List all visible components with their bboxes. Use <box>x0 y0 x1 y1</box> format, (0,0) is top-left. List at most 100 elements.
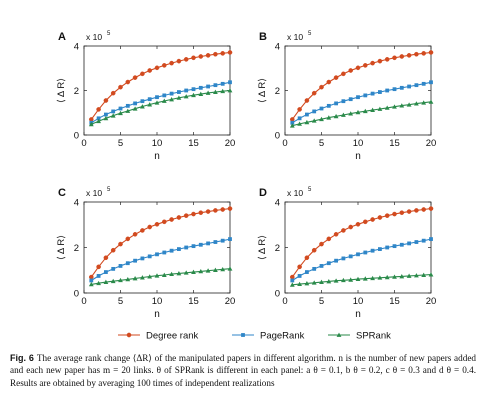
data-point <box>289 282 295 287</box>
data-point <box>213 208 218 213</box>
data-point <box>341 71 346 77</box>
x-tick-label: 10 <box>152 138 163 149</box>
data-point <box>118 241 123 247</box>
data-point <box>399 273 405 279</box>
x-tick-label: 15 <box>188 296 199 307</box>
data-point <box>348 97 353 102</box>
y-tick-label: 4 <box>74 42 79 53</box>
data-point <box>406 102 412 107</box>
data-point <box>169 60 174 66</box>
x-tick-label: 0 <box>81 296 86 307</box>
series-pagerank <box>290 80 433 125</box>
data-point <box>428 50 434 55</box>
data-point <box>305 112 309 117</box>
data-point <box>312 109 317 114</box>
data-point <box>96 280 101 286</box>
data-point <box>392 104 397 109</box>
series-line <box>91 89 231 125</box>
legend-item: SPRank <box>328 331 391 342</box>
x-tick-label: 20 <box>225 296 236 307</box>
chart-panel-d: 0 5 10 15 20 0 2 4D x 10 5 n ⟨ Δ R⟩ <box>257 187 436 320</box>
data-point <box>176 215 182 220</box>
data-point <box>384 213 390 218</box>
data-point <box>155 95 159 100</box>
data-point <box>304 98 310 103</box>
data-point <box>147 274 153 279</box>
y-axis-multiplier-exponent: 5 <box>308 31 312 37</box>
data-point <box>169 97 174 102</box>
data-point <box>104 270 108 274</box>
y-axis-multiplier: x 10 <box>287 188 303 198</box>
y-tick-label: 0 <box>74 289 79 300</box>
legend: Degree rank PageRank SPRank <box>118 331 391 342</box>
data-point <box>385 88 390 93</box>
data-point <box>341 99 346 104</box>
data-point <box>125 261 130 266</box>
y-axis-multiplier: x 10 <box>86 32 102 42</box>
data-point <box>333 113 339 119</box>
data-point <box>205 53 211 58</box>
panel-label: A <box>58 31 66 43</box>
data-point <box>341 112 346 117</box>
data-point <box>184 245 189 250</box>
legend-marker <box>126 332 132 338</box>
data-point <box>184 88 189 93</box>
data-point <box>154 100 160 105</box>
data-point <box>311 118 317 123</box>
data-point <box>377 215 383 220</box>
data-point <box>334 258 338 263</box>
data-point <box>220 238 225 243</box>
data-point <box>206 84 210 89</box>
data-point <box>161 98 167 103</box>
data-point <box>319 116 324 122</box>
data-point <box>213 83 218 88</box>
series-degree-rank <box>89 50 233 122</box>
data-point <box>118 277 123 283</box>
data-point <box>147 68 152 73</box>
data-point <box>377 58 383 64</box>
legend-marker <box>241 333 245 337</box>
data-point <box>362 276 368 281</box>
data-point <box>111 109 116 114</box>
caption-label: Fig. 6 <box>10 353 34 363</box>
data-point <box>326 236 332 242</box>
data-point <box>228 80 232 85</box>
data-point <box>227 206 233 211</box>
data-point <box>333 278 339 283</box>
data-point <box>213 240 218 244</box>
data-point <box>406 209 412 214</box>
series-sprank <box>88 266 233 287</box>
x-tick-label: 5 <box>319 138 324 149</box>
data-point <box>414 240 419 244</box>
data-point <box>421 51 427 56</box>
series-sprank <box>289 272 434 287</box>
x-tick-label: 15 <box>389 296 400 307</box>
data-point <box>326 278 332 284</box>
data-point <box>319 279 324 284</box>
data-point <box>311 247 317 253</box>
data-point <box>392 87 397 92</box>
data-point <box>348 224 354 230</box>
data-point <box>161 219 167 225</box>
data-point <box>319 106 324 111</box>
data-point <box>191 92 196 98</box>
data-point <box>363 93 368 98</box>
data-point <box>348 68 354 73</box>
chart-panel-c: 0 5 10 15 20 0 2 4C x 10 5 n ⟨ Δ R⟩ <box>56 187 235 320</box>
data-point <box>162 250 167 255</box>
data-point <box>110 278 116 284</box>
data-point <box>183 213 189 218</box>
data-point <box>304 281 310 286</box>
data-point <box>220 88 226 94</box>
data-point <box>407 84 411 89</box>
data-point <box>297 121 302 126</box>
data-point <box>407 241 411 246</box>
data-point <box>392 274 397 279</box>
data-point <box>140 256 145 261</box>
series-pagerank <box>89 237 232 283</box>
data-point <box>356 95 360 100</box>
axes-frame <box>83 201 231 294</box>
data-point <box>198 91 204 96</box>
figure-caption: Fig. 6 The average rank change ⟨ΔR⟩ of th… <box>10 352 476 389</box>
data-point <box>348 111 354 116</box>
